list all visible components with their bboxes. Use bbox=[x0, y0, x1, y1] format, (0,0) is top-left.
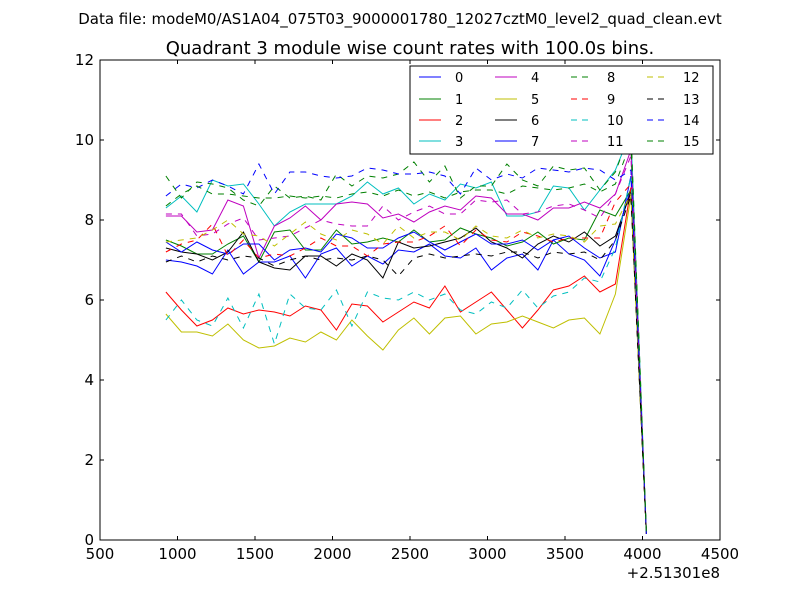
axis-ticks: 500 1000 1500 2000 2500 3000 3500 4000 4500 0 2 4 6 8… bbox=[75, 51, 739, 563]
x-tick-label: 2000 bbox=[313, 545, 351, 563]
x-tick-label: 3500 bbox=[546, 545, 584, 563]
y-tick-label: 2 bbox=[84, 451, 94, 469]
legend-item-5: 5 bbox=[495, 93, 539, 108]
series-layer bbox=[165, 129, 647, 535]
legend-item-14: 14 bbox=[647, 114, 700, 129]
legend-label: 15 bbox=[683, 135, 700, 150]
legend-label: 0 bbox=[455, 71, 463, 86]
legend-label: 12 bbox=[683, 71, 700, 86]
legend-item-1: 1 bbox=[419, 93, 463, 108]
y-tick-label: 4 bbox=[84, 371, 94, 389]
legend-frame bbox=[409, 65, 714, 155]
legend-item-4: 4 bbox=[495, 71, 539, 86]
x-tick-label: 500 bbox=[86, 545, 115, 563]
legend-label: 13 bbox=[683, 93, 700, 108]
series-line-7 bbox=[165, 175, 647, 535]
series-line-5 bbox=[165, 195, 647, 535]
legend-item-0: 0 bbox=[419, 71, 463, 86]
legend-label: 14 bbox=[683, 114, 700, 129]
legend-item-11: 11 bbox=[571, 135, 624, 150]
y-tick-label: 10 bbox=[75, 131, 94, 149]
legend-label: 3 bbox=[455, 135, 463, 150]
series-line-6 bbox=[165, 191, 647, 535]
series-line-13 bbox=[165, 195, 647, 535]
x-tick-label: 3000 bbox=[468, 545, 506, 563]
series-line-14 bbox=[165, 162, 647, 535]
series-line-0 bbox=[165, 187, 647, 535]
legend-item-10: 10 bbox=[571, 114, 624, 129]
series-line-15 bbox=[165, 141, 647, 535]
legend-label: 8 bbox=[607, 71, 615, 86]
series-line-8 bbox=[165, 129, 647, 535]
legend-item-3: 3 bbox=[419, 135, 463, 150]
legend-item-8: 8 bbox=[571, 71, 615, 86]
plot-area bbox=[165, 129, 647, 535]
legend-item-7: 7 bbox=[495, 135, 539, 150]
chart-title: Quadrant 3 module wise count rates with … bbox=[166, 38, 655, 59]
legend-item-9: 9 bbox=[571, 93, 615, 108]
legend-label: 7 bbox=[531, 135, 539, 150]
x-tick-label: 4500 bbox=[701, 545, 739, 563]
legend-item-15: 15 bbox=[647, 135, 700, 150]
x-tick-label: 2500 bbox=[391, 545, 429, 563]
x-tick-label: 4000 bbox=[623, 545, 661, 563]
legend-label: 5 bbox=[531, 93, 539, 108]
y-tick-label: 8 bbox=[84, 211, 94, 229]
chart-suptitle: Data file: modeM0/AS1A04_075T03_90000017… bbox=[78, 10, 722, 29]
legend-item-6: 6 bbox=[495, 114, 539, 129]
legend-label: 6 bbox=[531, 114, 539, 129]
x-offset-label: +2.51301e8 bbox=[627, 564, 720, 582]
series-line-3 bbox=[165, 131, 647, 535]
series-line-10 bbox=[165, 175, 647, 535]
series-line-1 bbox=[165, 188, 647, 535]
x-tick-label: 1500 bbox=[236, 545, 274, 563]
legend-item-12: 12 bbox=[647, 71, 700, 86]
legend-label: 11 bbox=[607, 135, 624, 150]
series-line-4 bbox=[165, 149, 647, 535]
x-tick-label: 1000 bbox=[158, 545, 196, 563]
y-tick-label: 6 bbox=[84, 291, 94, 309]
series-line-11 bbox=[165, 155, 647, 535]
legend-label: 2 bbox=[455, 114, 463, 129]
y-tick-label: 0 bbox=[84, 531, 94, 549]
series-line-2 bbox=[165, 187, 647, 535]
legend-item-2: 2 bbox=[419, 114, 463, 129]
legend-item-13: 13 bbox=[647, 93, 700, 108]
legend-label: 1 bbox=[455, 93, 463, 108]
y-tick-label: 12 bbox=[75, 51, 94, 69]
legend-label: 9 bbox=[607, 93, 615, 108]
legend-label: 4 bbox=[531, 71, 539, 86]
legend-label: 10 bbox=[607, 114, 624, 129]
